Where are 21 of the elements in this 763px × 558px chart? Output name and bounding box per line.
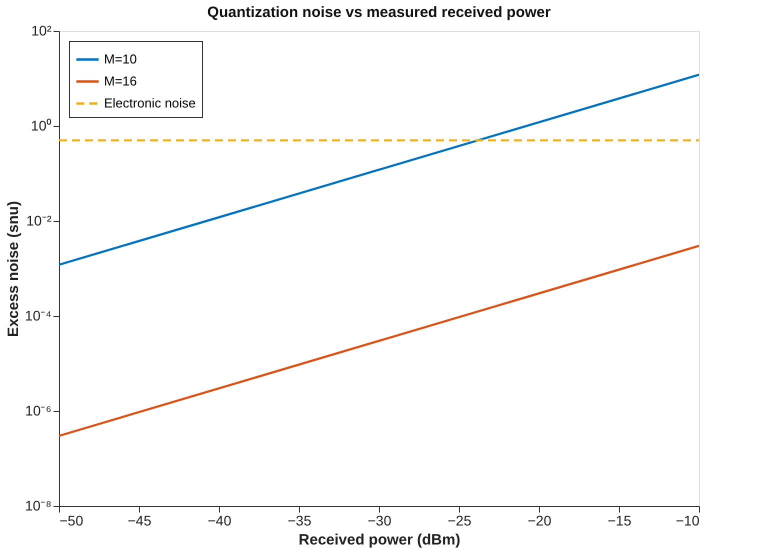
y-tick-label: 10²: [31, 22, 52, 38]
x-tick-label: −15: [608, 512, 632, 528]
x-axis-title: Received power (dBm): [298, 532, 460, 548]
y-axis-title: Excess noise (snu): [4, 201, 22, 337]
x-tick-label: −45: [128, 512, 152, 528]
x-tick-label: −50: [60, 512, 84, 528]
x-tick-label: −25: [448, 512, 472, 528]
x-tick-label: −20: [528, 512, 552, 528]
y-tick-label: 10⁻⁶: [25, 402, 52, 418]
legend-label: M=10: [104, 52, 137, 66]
x-tick-label: −40: [208, 512, 232, 528]
y-tick-label: 10⁰: [30, 118, 52, 134]
legend-label: Electronic noise: [104, 96, 196, 110]
chart-title: Quantization noise vs measured received power: [207, 4, 551, 21]
x-tick-label: −35: [288, 512, 312, 528]
legend-label: M=16: [104, 74, 137, 88]
y-tick-label: 10⁻⁸: [25, 498, 52, 514]
x-tick-label: −10: [676, 512, 700, 528]
y-tick-label: 10⁻⁴: [24, 308, 52, 324]
x-tick-label: −30: [368, 512, 392, 528]
y-tick-label: 10⁻²: [26, 212, 52, 228]
